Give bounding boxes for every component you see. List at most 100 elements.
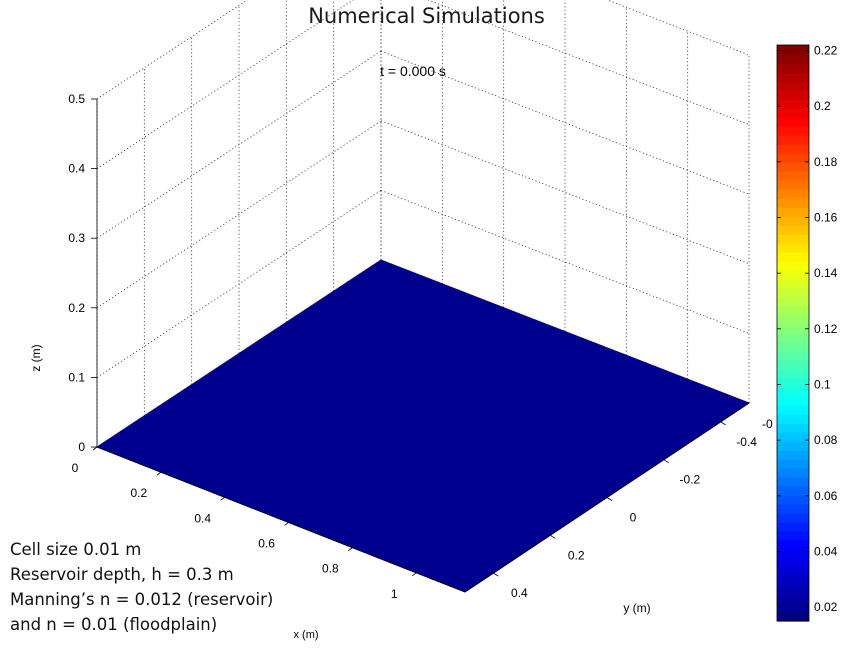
x-tick-label: 1 — [391, 587, 398, 601]
colorbar-band — [777, 531, 809, 541]
colorbar-band — [777, 459, 809, 469]
x-tick — [348, 547, 353, 551]
colorbar-band — [777, 324, 809, 334]
x-axis-line — [96, 446, 466, 593]
x-tick-label: 0.8 — [322, 562, 339, 576]
colorbar-tick-label: 0.06 — [814, 489, 838, 503]
colorbar-tick-label: 0.2 — [814, 99, 831, 113]
z-axis-label: z (m) — [29, 344, 43, 371]
colorbar-band — [777, 153, 809, 163]
colorbar-band — [777, 351, 809, 361]
x-tick-label: 0.4 — [194, 511, 211, 525]
slide-title: Numerical Simulations — [308, 4, 545, 28]
x-tick-label: 0.6 — [258, 536, 275, 550]
plot-title: t = 0.000 s — [380, 63, 446, 79]
x-tick — [156, 471, 162, 476]
colorbar-band — [777, 243, 809, 253]
colorbar-band — [777, 261, 809, 271]
colorbar-band — [777, 81, 809, 91]
colorbar-band — [777, 540, 809, 550]
colorbar-band — [777, 72, 809, 82]
grid-line — [96, 120, 382, 309]
colorbar-band — [777, 585, 809, 595]
colorbar-tick-label: 0.12 — [814, 322, 838, 336]
z-tick-label: 0.4 — [68, 162, 85, 176]
colorbar-band — [777, 504, 809, 514]
colorbar-band — [777, 603, 809, 613]
colorbar-band — [777, 144, 809, 154]
colorbar-band — [777, 612, 809, 622]
colorbar-band — [777, 414, 809, 424]
colorbar-tick-label: 0.16 — [814, 211, 838, 225]
z-tick-label: 0.1 — [68, 370, 85, 384]
colorbar-band — [777, 477, 809, 487]
colorbar-band — [777, 522, 809, 532]
colorbar-band — [777, 468, 809, 478]
y-tick-label: -0 — [762, 417, 773, 431]
colorbar-band — [777, 108, 809, 118]
grid-line — [380, 120, 750, 265]
colorbar-band — [777, 486, 809, 496]
colorbar-band — [777, 171, 809, 181]
colorbar-band — [777, 252, 809, 262]
colorbar-band — [777, 54, 809, 64]
y-axis-label: y (m) — [623, 601, 650, 615]
y-tick-label: 0.4 — [511, 586, 528, 600]
colorbar-band — [777, 297, 809, 307]
note-manning-floodplain: and n = 0.01 (floodplain) — [10, 615, 218, 634]
colorbar-band — [777, 306, 809, 316]
colorbar-frame — [776, 44, 810, 622]
colorbar-band — [777, 63, 809, 73]
colorbar-band — [777, 333, 809, 343]
colorbar-band — [777, 387, 809, 397]
note-manning-reservoir: Manning’s n = 0.012 (reservoir) — [10, 590, 274, 609]
x-axis-label: x (m) — [293, 629, 318, 641]
colorbar-band — [777, 207, 809, 217]
colorbar-tick-label: 0.18 — [814, 155, 838, 169]
colorbar-band — [777, 270, 809, 280]
colorbar-band — [777, 342, 809, 352]
colorbar-band — [777, 234, 809, 244]
note-cell-size: Cell size 0.01 m — [10, 540, 142, 559]
colorbar-tick-label: 0.02 — [814, 600, 838, 614]
x-tick — [284, 522, 289, 526]
colorbar-band — [777, 117, 809, 127]
colorbar-band — [777, 135, 809, 145]
x-tick-label: 0 — [72, 461, 79, 475]
x-tick — [220, 496, 225, 501]
colorbar-band — [777, 405, 809, 415]
colorbar-tick-label: 0.04 — [814, 544, 838, 558]
colorbar-band — [777, 495, 809, 505]
colorbar-band — [777, 396, 809, 406]
colorbar-band — [777, 441, 809, 451]
colorbar-band — [777, 432, 809, 442]
colorbar-band — [777, 315, 809, 325]
colorbar-band — [777, 45, 809, 55]
colorbar-band — [777, 567, 809, 577]
colorbar-band — [777, 216, 809, 226]
note-reservoir-depth: Reservoir depth, h = 0.3 m — [10, 565, 234, 584]
colorbar-band — [777, 180, 809, 190]
colorbar: 0.02 0.04 0.06 0.08 0.1 0.12 0.14 0.16 0.18 0.2 0.… — [776, 44, 838, 622]
colorbar-band — [777, 513, 809, 523]
y-tick — [493, 572, 499, 577]
colorbar-tick-label: 0.14 — [814, 266, 838, 280]
grid-line — [96, 0, 249, 100]
y-tick — [606, 497, 613, 501]
colorbar-band — [777, 558, 809, 568]
colorbar-band — [777, 378, 809, 388]
y-tick — [663, 459, 670, 464]
colorbar-band — [777, 594, 809, 604]
z-tick-label: 0 — [78, 440, 85, 454]
y-tick — [720, 421, 726, 426]
y-tick-label: -0.2 — [679, 473, 700, 487]
colorbar-band — [777, 423, 809, 433]
y-tick-label: 0.2 — [568, 548, 585, 562]
grid-line — [380, 190, 750, 334]
y-tick-label: 0 — [630, 511, 637, 525]
axis-ticks: 0 0.1 0.2 0.3 0.4 0.5 0 0.2 0.4 0.6 0.8 1 -0.4 -0.2 0 0… — [68, 92, 773, 601]
x-tick-label: 0.2 — [131, 486, 148, 500]
z-tick-label: 0.5 — [68, 92, 85, 106]
colorbar-band — [777, 198, 809, 208]
